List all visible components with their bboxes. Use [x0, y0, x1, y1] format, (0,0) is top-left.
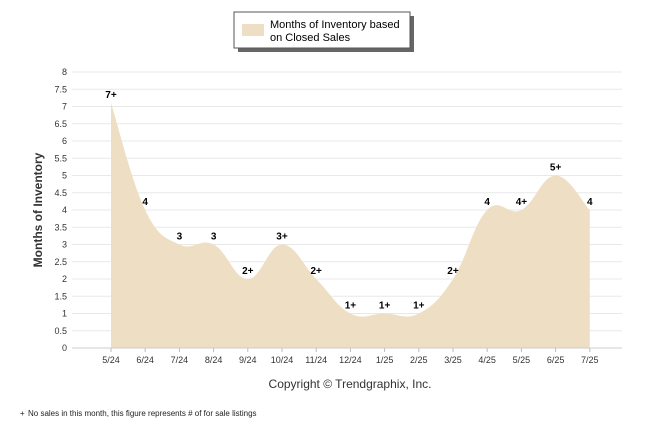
x-tick-label: 8/24: [205, 355, 223, 365]
footnote-text: No sales in this month, this figure repr…: [28, 409, 257, 418]
inventory-area: [111, 103, 590, 348]
y-tick-label: 0.5: [54, 326, 67, 336]
y-tick-label: 2.5: [54, 257, 67, 267]
legend: Months of Inventory based on Closed Sale…: [233, 11, 414, 52]
y-tick-label: 0: [62, 343, 67, 353]
data-label: 1+: [379, 301, 391, 312]
x-tick-label: 9/24: [239, 355, 257, 365]
data-label: 3: [211, 232, 217, 243]
data-label: 2+: [310, 266, 322, 277]
data-label: 3: [177, 232, 183, 243]
legend-swatch: [242, 24, 264, 36]
y-tick-label: 8: [62, 67, 67, 77]
x-tick-label: 12/24: [339, 355, 362, 365]
x-tick-label: 4/25: [478, 355, 496, 365]
y-tick-label: 4.5: [54, 188, 67, 198]
x-tick-label: 5/25: [513, 355, 531, 365]
y-tick-label: 1.5: [54, 291, 67, 301]
footnote-marker: +: [20, 409, 25, 418]
x-tick-label: 7/24: [171, 355, 189, 365]
data-label: 1+: [413, 301, 425, 312]
x-tick-label: 10/24: [271, 355, 294, 365]
y-tick-label: 7.5: [54, 84, 67, 94]
data-label: 2+: [447, 266, 459, 277]
y-tick-label: 5.5: [54, 153, 67, 163]
y-axis-label: Months of Inventory: [31, 152, 45, 267]
data-label: 4: [142, 197, 148, 208]
y-tick-label: 2: [62, 274, 67, 284]
x-tick-label: 6/24: [136, 355, 154, 365]
y-tick-label: 6.5: [54, 119, 67, 129]
x-tick-label: 1/25: [376, 355, 394, 365]
data-label: 1+: [345, 301, 357, 312]
y-tick-label: 3: [62, 240, 67, 250]
y-axis-ticks: 0 0.5 1 1.5 2 2.5 3 3.5 4 4.5 5 5.5 6 6.5 7 7.5 8: [54, 67, 67, 353]
y-tick-label: 3.5: [54, 222, 67, 232]
y-tick-label: 1: [62, 309, 67, 319]
copyright-text: Copyright © Trendgraphix, Inc.: [269, 377, 432, 391]
data-label: 4: [587, 197, 593, 208]
data-label: 2+: [242, 266, 254, 277]
data-labels: 7+ 4 3 3 2+ 3+ 2+ 1+ 1+ 1+ 2+ 4 4+ 5+ 4: [105, 90, 593, 311]
x-tick-label: 5/24: [102, 355, 120, 365]
x-tick-label: 3/25: [444, 355, 462, 365]
y-tick-label: 7: [62, 102, 67, 112]
y-tick-label: 6: [62, 136, 67, 146]
y-tick-label: 4: [62, 205, 67, 215]
x-axis-ticks: 5/24 6/24 7/24 8/24 9/24 10/24 11/24 12/24 1/25 2…: [102, 348, 599, 365]
data-label: 4: [484, 197, 490, 208]
x-tick-label: 2/25: [410, 355, 428, 365]
legend-line-1: Months of Inventory based: [270, 19, 400, 31]
data-label: 4+: [516, 197, 528, 208]
x-tick-label: 6/25: [547, 355, 565, 365]
data-label: 7+: [105, 90, 117, 101]
data-label: 5+: [550, 163, 562, 174]
legend-line-2: on Closed Sales: [270, 32, 351, 44]
data-label: 3+: [276, 232, 288, 243]
y-tick-label: 5: [62, 171, 67, 181]
x-tick-label: 11/24: [305, 355, 327, 365]
x-tick-label: 7/25: [581, 355, 599, 365]
